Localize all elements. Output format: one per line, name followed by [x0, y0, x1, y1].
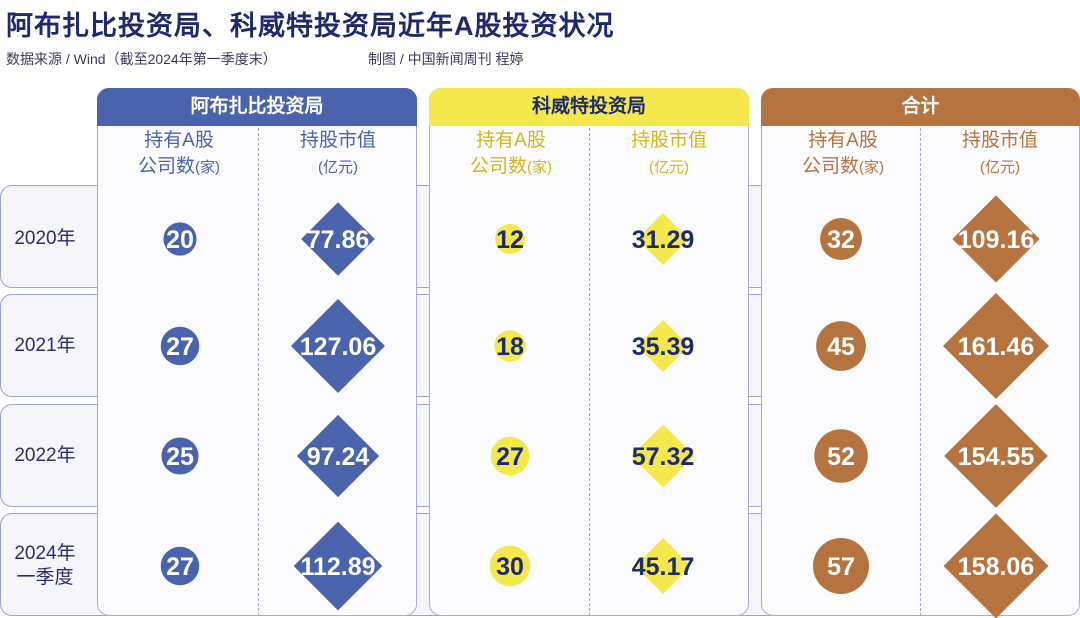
- subhead-companies-abu-dhabi: 持有A股 公司数(家): [101, 128, 257, 184]
- market-value-label: 31.29: [632, 226, 695, 254]
- market-value-diamond: [944, 404, 1048, 508]
- subhead-line1: 持股市值: [961, 130, 1038, 151]
- subhead-line1: 持股市值: [630, 130, 707, 151]
- group-header-total: 合计: [761, 88, 1080, 126]
- company-count-label: 32: [827, 226, 855, 254]
- market-value-label: 45.17: [632, 553, 695, 581]
- credit-note: 制图 / 中国新闻周刊 程婷: [368, 51, 524, 67]
- company-count-circle: [816, 321, 866, 371]
- subhead-line1: 持有A股: [144, 130, 214, 151]
- market-value-label: 97.24: [307, 443, 370, 471]
- company-count-circle: [494, 330, 526, 362]
- market-value-label: 161.46: [958, 333, 1034, 361]
- row-label-line: 2020年: [14, 228, 76, 249]
- company-count-circle: [814, 429, 868, 483]
- market-value-diamond: [637, 320, 689, 372]
- company-count-label: 20: [166, 226, 194, 254]
- company-count-label: 52: [827, 443, 855, 471]
- market-value-diamond: [290, 298, 386, 394]
- company-count-label: 45: [827, 333, 855, 361]
- subhead-unit: (亿元): [980, 159, 1020, 176]
- company-count-circle: [161, 437, 199, 475]
- market-value-diamond: [631, 424, 695, 488]
- company-count-circle: [160, 326, 200, 366]
- row-label: 2020年: [0, 227, 90, 251]
- market-value-diamond: [943, 293, 1049, 399]
- column-separator: [258, 128, 259, 616]
- company-count-circle: [163, 222, 197, 256]
- market-value-diamond: [952, 195, 1040, 283]
- row-label-line: 一季度: [16, 567, 74, 588]
- group-header-kuwait: 科威特投资局: [429, 88, 749, 126]
- subhead-companies-total: 持有A股 公司数(家): [765, 128, 921, 184]
- market-value-diamond: [296, 414, 380, 498]
- subhead-line2: 公司数(家): [469, 156, 552, 177]
- row-label-line: 2021年: [14, 335, 76, 356]
- market-value-diamond: [293, 521, 383, 611]
- market-value-diamond: [634, 537, 692, 595]
- subhead-unit: (亿元): [649, 159, 689, 176]
- column-separator: [589, 128, 590, 616]
- company-count-label: 27: [496, 443, 524, 471]
- page-title: 阿布扎比投资局、科威特投资局近年A股投资状况: [6, 11, 615, 41]
- company-count-label: 57: [827, 553, 855, 581]
- market-value-diamond: [943, 513, 1049, 618]
- row-label: 2024年一季度: [0, 542, 90, 590]
- market-value-label: 127.06: [300, 333, 376, 361]
- company-count-circle: [160, 546, 200, 586]
- company-count-label: 30: [496, 553, 524, 581]
- market-value-label: 154.55: [958, 443, 1035, 471]
- market-value-label: 158.06: [958, 553, 1034, 581]
- company-count-circle: [813, 538, 869, 594]
- subhead-line1: 持有A股: [808, 130, 878, 151]
- company-count-label: 25: [166, 443, 194, 471]
- subhead-line1: 持股市值: [299, 130, 376, 151]
- company-count-label: 27: [166, 553, 194, 581]
- subhead-value-kuwait: 持股市值 (亿元): [591, 128, 747, 184]
- subhead-unit: (亿元): [318, 159, 358, 176]
- market-value-label: 112.89: [300, 553, 375, 581]
- company-count-circle: [495, 224, 525, 254]
- group-header-abu-dhabi: 阿布扎比投资局: [97, 88, 417, 126]
- subhead-value-total: 持股市值 (亿元): [922, 128, 1078, 184]
- subhead-line2: 公司数(家): [137, 156, 220, 177]
- row-label-line: 2024年: [14, 543, 76, 564]
- market-value-label: 57.32: [632, 443, 695, 471]
- company-count-circle: [490, 436, 530, 476]
- row-label: 2021年: [0, 334, 90, 358]
- company-count-label: 27: [166, 333, 194, 361]
- row-label: 2022年: [0, 444, 90, 468]
- company-count-label: 18: [496, 333, 524, 361]
- company-count-circle: [489, 545, 531, 587]
- source-note: 数据来源 / Wind（截至2024年第一季度末）: [6, 51, 277, 67]
- company-count-label: 12: [496, 226, 524, 254]
- market-value-label: 77.86: [307, 226, 370, 254]
- subhead-companies-kuwait: 持有A股 公司数(家): [433, 128, 589, 184]
- market-value-label: 35.39: [632, 333, 695, 361]
- market-value-label: 109.16: [958, 226, 1034, 254]
- company-count-circle: [820, 218, 862, 260]
- subhead-line1: 持有A股: [476, 130, 546, 151]
- market-value-diamond: [637, 213, 689, 265]
- row-label-line: 2022年: [14, 445, 76, 466]
- market-value-diamond: [301, 202, 375, 276]
- subhead-value-abu-dhabi: 持股市值 (亿元): [260, 128, 416, 184]
- subhead-line2: 公司数(家): [801, 156, 884, 177]
- column-separator: [920, 128, 921, 616]
